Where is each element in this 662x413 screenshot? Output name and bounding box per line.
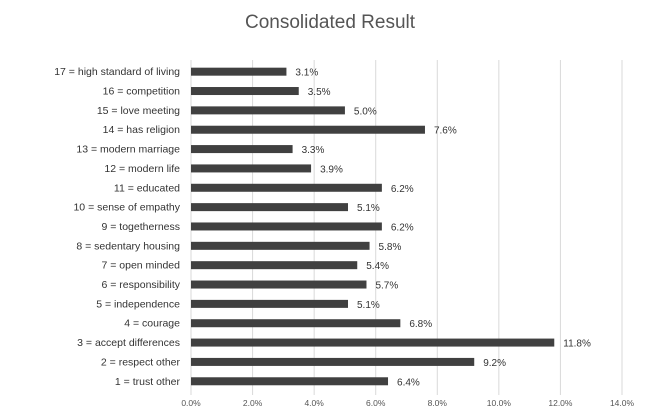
- value-label: 5.4%: [366, 261, 389, 272]
- bar: [191, 357, 475, 366]
- x-tick-label: 10.0%: [487, 398, 512, 408]
- bar: [191, 125, 425, 134]
- chart-title: Consolidated Result: [245, 12, 416, 33]
- value-label: 5.1%: [357, 300, 380, 311]
- category-label: 12 = modern life: [104, 163, 180, 175]
- value-label: 5.8%: [379, 242, 402, 253]
- value-label: 6.8%: [409, 319, 432, 330]
- value-label: 6.2%: [391, 184, 414, 195]
- category-label: 14 = has religion: [103, 124, 181, 136]
- value-label: 3.9%: [320, 164, 343, 175]
- bar: [191, 261, 358, 270]
- category-label: 9 = togetherness: [101, 221, 180, 233]
- x-tick-label: 12.0%: [548, 398, 573, 408]
- value-label: 6.4%: [397, 377, 420, 388]
- bar: [191, 183, 382, 192]
- bar: [191, 87, 299, 96]
- category-label: 8 = sedentary housing: [76, 240, 180, 252]
- category-label: 3 = accept differences: [77, 337, 180, 349]
- value-labels: 3.1% 3.5% 5.0% 7.6% 3.3% 3.9% 6.2% 5.1% 6.2% 5.8%…: [295, 68, 591, 389]
- bar: [191, 299, 349, 308]
- category-label: 13 = modern marriage: [76, 144, 180, 156]
- category-labels: 17 = high standard of living 16 = competi…: [54, 66, 181, 388]
- category-label: 1 = trust other: [115, 376, 181, 388]
- value-label: 5.7%: [375, 281, 398, 292]
- category-label: 4 = courage: [124, 318, 180, 330]
- value-label: 6.2%: [391, 222, 414, 233]
- x-axis-tick-labels: 0.0% 2.0% 4.0% 6.0% 8.0% 10.0% 12.0% 14.0%: [181, 398, 634, 408]
- category-label: 11 = educated: [114, 182, 180, 194]
- x-tick-label: 6.0%: [366, 398, 386, 408]
- category-label: 17 = high standard of living: [54, 66, 180, 78]
- category-label: 10 = sense of empathy: [73, 202, 180, 214]
- bar: [191, 377, 389, 386]
- bar: [191, 319, 401, 328]
- bar: [191, 338, 555, 347]
- value-label: 11.8%: [563, 339, 591, 350]
- x-tick-label: 2.0%: [243, 398, 263, 408]
- category-label: 7 = open minded: [101, 260, 180, 272]
- bar: [191, 67, 287, 76]
- x-tick-label: 8.0%: [428, 398, 448, 408]
- bars-group: [191, 67, 555, 386]
- value-label: 5.0%: [354, 106, 377, 117]
- value-label: 3.5%: [308, 87, 331, 98]
- bar: [191, 145, 293, 154]
- value-label: 9.2%: [483, 358, 506, 369]
- bar: [191, 222, 382, 231]
- bar: [191, 106, 345, 115]
- value-label: 3.1%: [295, 68, 318, 79]
- x-tick-label: 4.0%: [304, 398, 324, 408]
- bar: [191, 280, 367, 289]
- x-tick-label: 0.0%: [181, 398, 201, 408]
- category-label: 6 = responsibility: [102, 279, 181, 291]
- category-label: 2 = respect other: [101, 356, 181, 368]
- value-label: 7.6%: [434, 126, 457, 137]
- category-label: 15 = love meeting: [97, 105, 180, 117]
- bar: [191, 164, 312, 173]
- category-label: 16 = competition: [103, 86, 181, 98]
- bar: [191, 203, 349, 212]
- x-tick-label: 14.0%: [610, 398, 635, 408]
- value-label: 5.1%: [357, 203, 380, 214]
- bar: [191, 241, 370, 250]
- category-label: 5 = independence: [96, 298, 180, 310]
- value-label: 3.3%: [302, 145, 325, 156]
